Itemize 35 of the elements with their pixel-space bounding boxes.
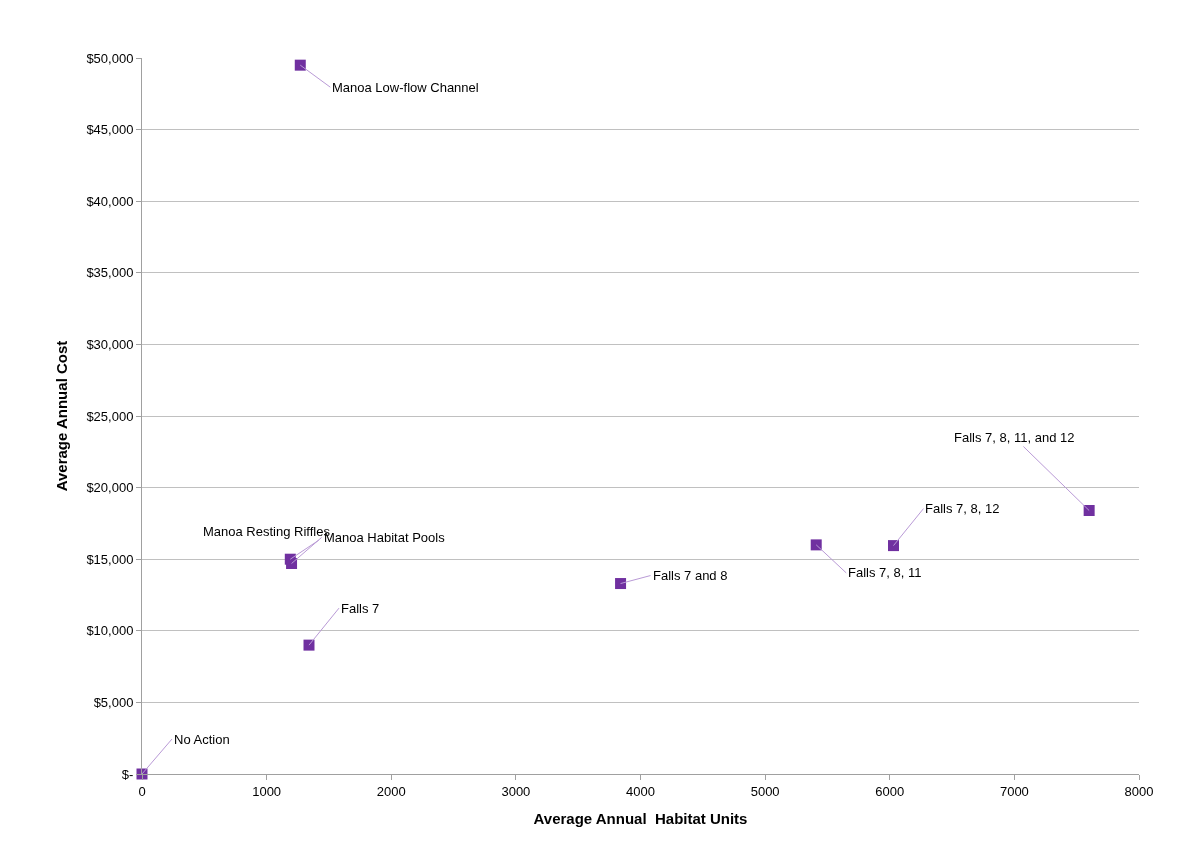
- y-axis-title: Average Annual Cost: [52, 340, 70, 492]
- x-tick-label: 0: [138, 783, 146, 799]
- point: [810, 539, 822, 551]
- y-tick-label: $10,000: [86, 623, 134, 639]
- point: [1083, 505, 1095, 517]
- x-tick-label: 8000: [1124, 783, 1154, 799]
- x-tick-label: 7000: [999, 783, 1029, 799]
- x-tick-label: 5000: [750, 783, 780, 799]
- point: [303, 639, 315, 651]
- annotation: Falls 7, 8, 11, and 12: [954, 430, 1075, 445]
- y-tick-label: $40,000: [86, 193, 134, 209]
- x-tick-label: 6000: [875, 783, 905, 799]
- x-tick-label: 3000: [501, 783, 531, 799]
- x-tick-label: 1000: [252, 783, 282, 799]
- y-tick-label: $25,000: [86, 408, 134, 424]
- annotation: No Action: [174, 732, 230, 747]
- y-tick-label: $45,000: [86, 122, 134, 138]
- annotation: Falls 7, 8, 11: [848, 565, 922, 580]
- point: [615, 578, 627, 590]
- y-tick-label: $5,000: [93, 694, 134, 710]
- y-tick-label: $50,000: [86, 50, 134, 66]
- point: [294, 59, 306, 71]
- y-tick-label: $35,000: [86, 265, 134, 281]
- annotation: Falls 7 and 8: [653, 568, 728, 583]
- annotation: Falls 7: [341, 601, 380, 616]
- annotation: Falls 7, 8, 12: [925, 501, 1000, 516]
- y-tick-label: $15,000: [86, 551, 134, 567]
- y-tick-label: $30,000: [86, 336, 134, 352]
- y-tick-label: $20,000: [86, 480, 134, 496]
- annotation: Manoa Low-flow Channel: [332, 80, 479, 95]
- x-axis-title: Average Annual Habitat Units: [533, 809, 748, 827]
- point: [887, 540, 899, 552]
- y-tick-label: $-: [121, 766, 134, 782]
- x-tick-label: 2000: [376, 783, 406, 799]
- x-tick-label: 4000: [626, 783, 655, 799]
